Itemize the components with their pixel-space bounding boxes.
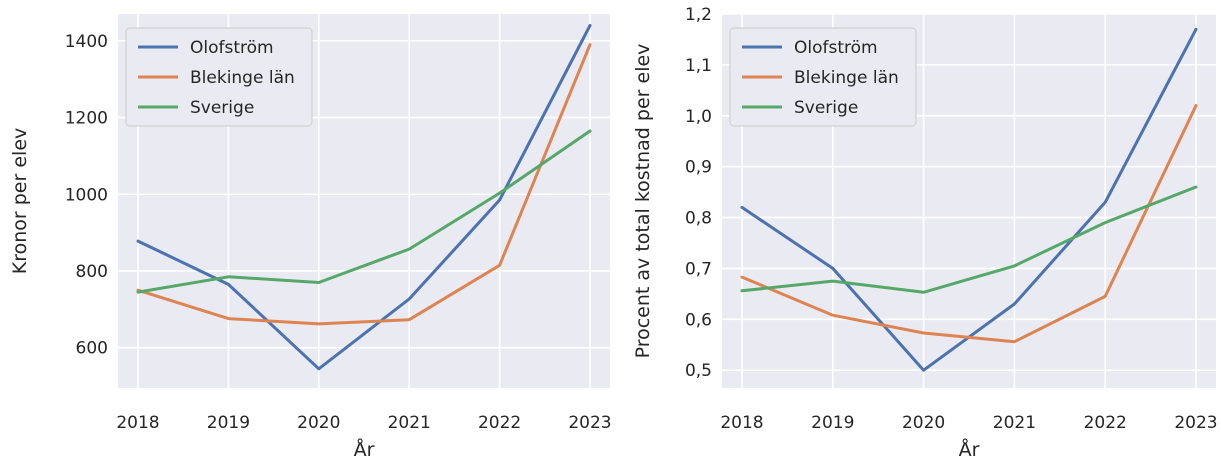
x-tick-label: 2019 — [811, 413, 854, 433]
legend: Olofström Blekinge län Sverige — [125, 27, 313, 127]
legend-label-3: Sverige — [190, 98, 254, 118]
y-tick-label: 800 — [76, 262, 108, 282]
x-tick-label: 2020 — [902, 413, 945, 433]
x-tick-label: 2021 — [993, 413, 1036, 433]
series-line-2 — [740, 104, 1198, 344]
y-tick-label: 1,0 — [685, 107, 712, 127]
x-tick-label: 2018 — [116, 413, 159, 433]
x-tick-label: 2021 — [388, 413, 431, 433]
y-tick-label: 1,1 — [685, 56, 712, 76]
y-tick-label: 1,2 — [685, 5, 712, 25]
y-tick-label: 1000 — [65, 185, 108, 205]
y-tick-label: 1200 — [65, 109, 108, 129]
x-tick-label: 2023 — [1174, 413, 1217, 433]
x-axis-label: År — [959, 438, 980, 461]
y-tick-label: 0,5 — [685, 361, 712, 381]
legend-label-2: Blekinge län — [794, 68, 899, 88]
y-tick-label: 0,6 — [685, 310, 712, 330]
legend-label-3: Sverige — [794, 98, 858, 118]
legend-frame — [729, 27, 917, 127]
y-tick-label: 1400 — [65, 32, 108, 52]
x-tick-label: 2023 — [568, 413, 611, 433]
legend-frame — [125, 27, 313, 127]
x-tick-label: 2022 — [478, 413, 521, 433]
y-tick-label: 0,7 — [685, 259, 712, 279]
y-axis-label: Kronor per elev — [9, 128, 31, 275]
x-tick-label: 2019 — [207, 413, 250, 433]
legend-label-2: Blekinge län — [190, 68, 295, 88]
chart-panel-1: 600 800 1000 1200 1400 2018 2019 2020 2021 2022 20… — [9, 14, 612, 461]
y-axis-label: Procent av total kostnad per elev — [632, 44, 654, 359]
series-line-3 — [136, 129, 592, 294]
y-tick-label: 0,9 — [685, 158, 712, 178]
x-tick-label: 2018 — [720, 413, 763, 433]
y-tick-label: 0,8 — [685, 209, 712, 229]
x-tick-label: 2022 — [1084, 413, 1127, 433]
series-line-2 — [136, 43, 592, 326]
x-axis-label: År — [354, 438, 375, 461]
y-tick-label: 600 — [76, 339, 108, 359]
series-line-3 — [740, 185, 1198, 294]
x-tick-label: 2020 — [297, 413, 340, 433]
series-line-1 — [136, 24, 592, 371]
legend: Olofström Blekinge län Sverige — [729, 27, 917, 127]
chart-panel-2: 0,5 0,6 0,7 0,8 0,9 1,0 1,1 1,2 2018 2019 2020 2021… — [632, 5, 1218, 461]
legend-label-1: Olofström — [794, 38, 878, 58]
legend-label-1: Olofström — [190, 38, 274, 58]
